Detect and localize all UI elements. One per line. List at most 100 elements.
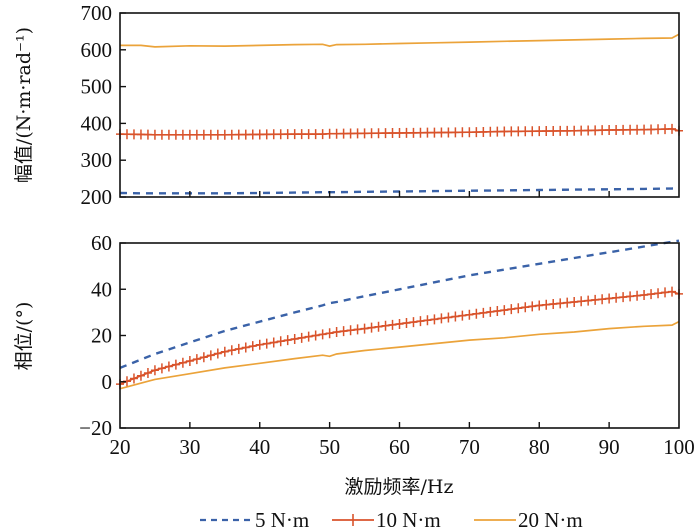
amplitude-marker-10nm xyxy=(241,129,250,140)
amplitude-marker-10nm xyxy=(556,125,565,136)
phase-marker-10nm xyxy=(528,301,537,312)
phase-marker-10nm xyxy=(255,339,264,350)
amplitude-marker-10nm xyxy=(325,128,334,139)
amplitude-marker-10nm xyxy=(619,124,628,135)
amplitude-y-tick-label: 700 xyxy=(81,1,113,25)
phase-marker-10nm xyxy=(577,296,586,307)
phase-marker-10nm xyxy=(192,354,201,365)
amplitude-marker-10nm xyxy=(647,124,656,135)
amplitude-marker-10nm xyxy=(290,129,299,140)
amplitude-marker-10nm xyxy=(416,127,425,138)
phase-marker-10nm xyxy=(556,298,565,309)
amplitude-marker-10nm xyxy=(339,128,348,139)
amplitude-marker-10nm xyxy=(570,125,579,136)
amplitude-marker-10nm xyxy=(633,124,642,135)
amplitude-marker-10nm xyxy=(514,126,523,137)
phase-marker-10nm xyxy=(514,303,523,314)
amplitude-marker-10nm xyxy=(248,129,257,140)
amplitude-marker-10nm xyxy=(598,125,607,136)
phase-marker-10nm xyxy=(150,365,159,376)
amplitude-marker-10nm xyxy=(346,128,355,139)
phase-marker-10nm xyxy=(416,316,425,327)
amplitude-marker-10nm xyxy=(374,128,383,139)
phase-marker-10nm xyxy=(388,319,397,330)
phase-marker-10nm xyxy=(381,320,390,331)
phase-marker-10nm xyxy=(206,350,215,361)
amplitude-marker-10nm xyxy=(164,129,173,140)
phase-marker-10nm xyxy=(367,322,376,333)
amplitude-marker-10nm xyxy=(234,129,243,140)
phase-marker-10nm xyxy=(444,312,453,323)
amplitude-marker-10nm xyxy=(640,124,649,135)
phase-marker-10nm xyxy=(542,299,551,310)
phase-marker-10nm xyxy=(486,306,495,317)
amplitude-plot-frame xyxy=(119,12,680,198)
amplitude-marker-10nm xyxy=(311,129,320,140)
amplitude-marker-10nm xyxy=(178,129,187,140)
phase-x-tick-label: 60 xyxy=(389,435,410,459)
phase-plot-frame xyxy=(119,242,680,429)
phase-x-tick-label: 30 xyxy=(179,435,200,459)
phase-marker-10nm xyxy=(325,328,334,339)
phase-marker-10nm xyxy=(402,318,411,329)
amplitude-marker-10nm xyxy=(318,129,327,140)
phase-marker-10nm xyxy=(374,321,383,332)
phase-marker-10nm xyxy=(157,363,166,374)
phase-marker-10nm xyxy=(430,314,439,325)
phase-marker-10nm xyxy=(227,345,236,356)
phase-marker-10nm xyxy=(654,288,663,299)
phase-marker-10nm xyxy=(584,295,593,306)
phase-marker-10nm xyxy=(178,357,187,368)
legend-item-5nm: 5 N·m xyxy=(200,508,309,532)
amplitude-marker-10nm xyxy=(367,128,376,139)
phase-marker-10nm xyxy=(304,331,313,342)
phase-marker-10nm xyxy=(507,304,516,315)
amplitude-marker-10nm xyxy=(157,129,166,140)
amplitude-marker-10nm xyxy=(199,129,208,140)
amplitude-marker-10nm xyxy=(192,129,201,140)
amplitude-y-tick-label: 300 xyxy=(81,148,113,172)
phase-ticks: −20 0 20 40 60 20 30 40 50 60 70 80 90 100 xyxy=(79,231,695,459)
phase-marker-10nm xyxy=(409,317,418,328)
phase-marker-10nm xyxy=(493,305,502,316)
phase-marker-10nm xyxy=(220,346,229,357)
amplitude-marker-10nm xyxy=(577,125,586,136)
amplitude-y-tick-label: 200 xyxy=(81,185,113,209)
amplitude-ticks: 200 300 400 500 600 700 xyxy=(81,1,610,209)
amplitude-marker-10nm xyxy=(122,129,131,140)
phase-marker-10nm xyxy=(311,330,320,341)
phase-marker-10nm xyxy=(472,308,481,319)
amplitude-y-axis-title: 幅值/(N·m·rad⁻¹) xyxy=(13,27,35,183)
phase-marker-10nm xyxy=(668,286,677,297)
x-axis-title: 激励频率/Hz xyxy=(345,476,454,498)
phase-marker-10nm xyxy=(640,290,649,301)
amplitude-marker-10nm xyxy=(269,129,278,140)
amplitude-marker-10nm xyxy=(388,128,397,139)
amplitude-marker-10nm xyxy=(542,126,551,137)
amplitude-marker-10nm xyxy=(549,125,558,136)
amplitude-marker-10nm xyxy=(206,129,215,140)
amplitude-marker-10nm xyxy=(479,126,488,137)
amplitude-marker-10nm xyxy=(654,124,663,135)
phase-marker-10nm xyxy=(395,318,404,329)
amplitude-marker-10nm xyxy=(171,129,180,140)
phase-marker-10nm xyxy=(423,315,432,326)
amplitude-marker-10nm xyxy=(220,129,229,140)
legend-label-20nm: 20 N·m xyxy=(518,508,583,532)
amplitude-marker-10nm xyxy=(409,127,418,138)
amplitude-marker-10nm xyxy=(332,128,341,139)
phase-marker-10nm xyxy=(234,343,243,354)
legend-label-10nm: 10 N·m xyxy=(376,508,441,532)
phase-marker-10nm xyxy=(136,370,145,381)
phase-marker-10nm xyxy=(612,292,621,303)
amplitude-marker-10nm xyxy=(661,124,670,135)
phase-marker-10nm xyxy=(241,342,250,353)
phase-marker-10nm xyxy=(199,352,208,363)
phase-marker-10nm xyxy=(549,299,558,310)
phase-marker-10nm xyxy=(171,359,180,370)
amplitude-marker-10nm xyxy=(353,128,362,139)
phase-series-20nm xyxy=(119,320,680,390)
phase-series-10nm xyxy=(119,290,680,385)
phase-marker-10nm xyxy=(605,293,614,304)
phase-marker-10nm xyxy=(360,323,369,334)
